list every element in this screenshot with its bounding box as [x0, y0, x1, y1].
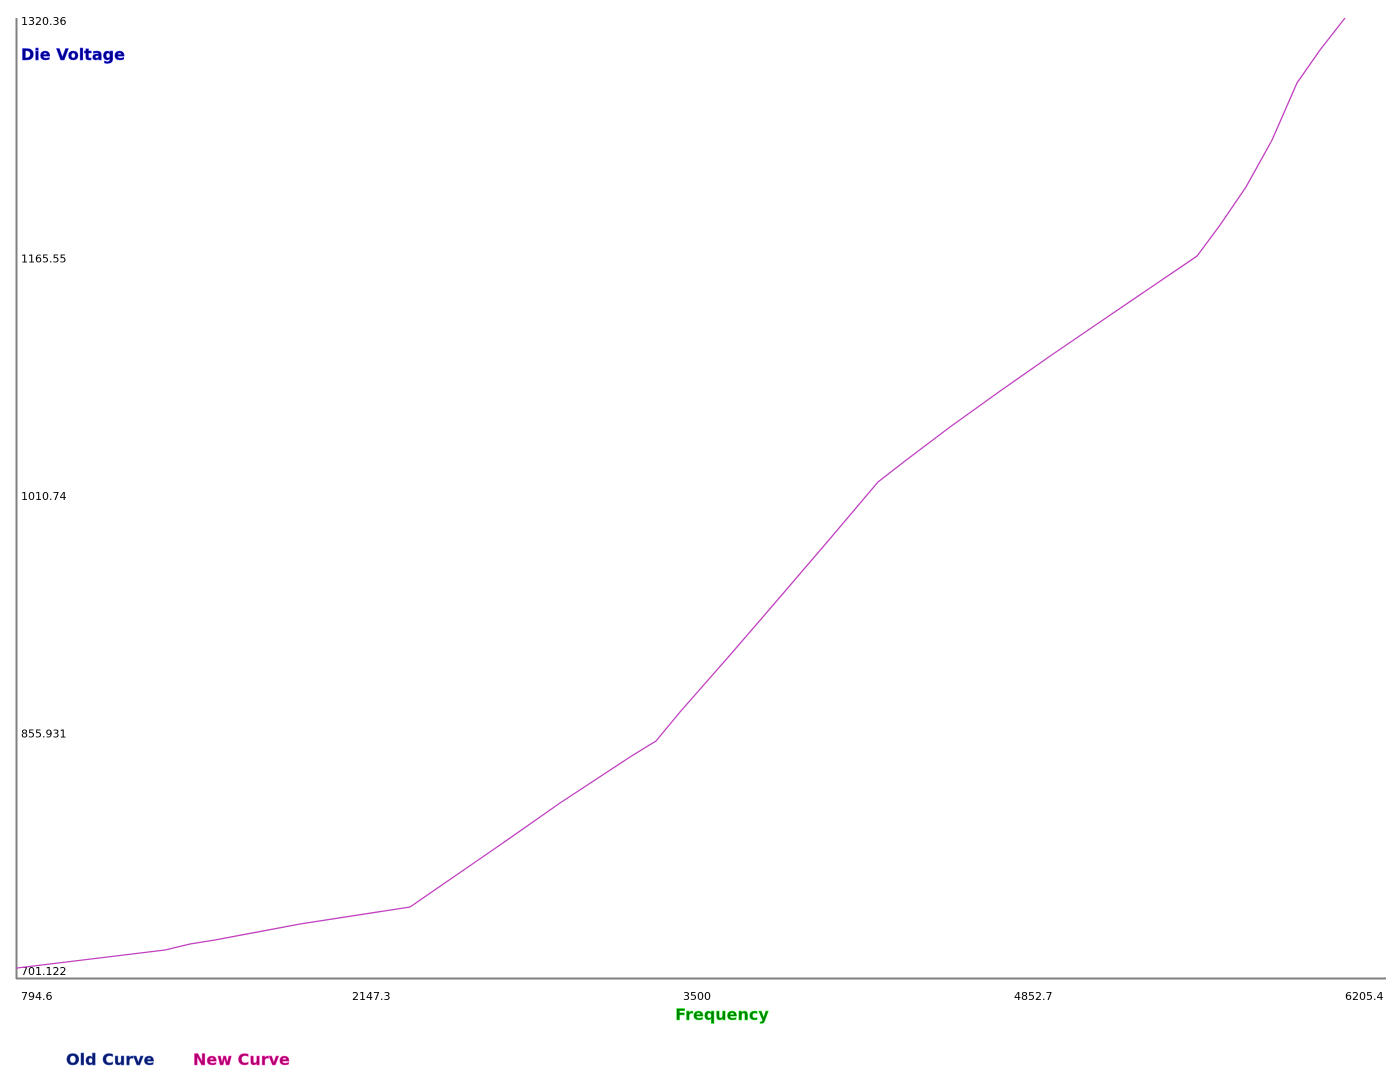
- y-tick-label: 1010.74: [21, 490, 67, 503]
- y-tick-label: 701.122: [21, 965, 67, 978]
- y-axis-label: Die Voltage: [21, 45, 125, 64]
- series-line-new-curve: [15, 17, 1346, 969]
- legend-old-curve: Old Curve: [66, 1050, 155, 1069]
- y-tick-label: 1320.36: [21, 15, 67, 28]
- x-tick-label: 2147.3: [352, 990, 391, 1003]
- x-axis-label: Frequency: [675, 1005, 769, 1024]
- y-tick-label: 1165.55: [21, 253, 67, 266]
- x-tick-label: 4852.7: [1014, 990, 1053, 1003]
- legend-new-curve: New Curve: [193, 1050, 290, 1069]
- x-tick-label: 6205.4: [1345, 990, 1384, 1003]
- x-tick-label: 3500: [683, 990, 711, 1003]
- x-tick-label: 794.6: [21, 990, 53, 1003]
- y-tick-label: 855.931: [21, 728, 67, 741]
